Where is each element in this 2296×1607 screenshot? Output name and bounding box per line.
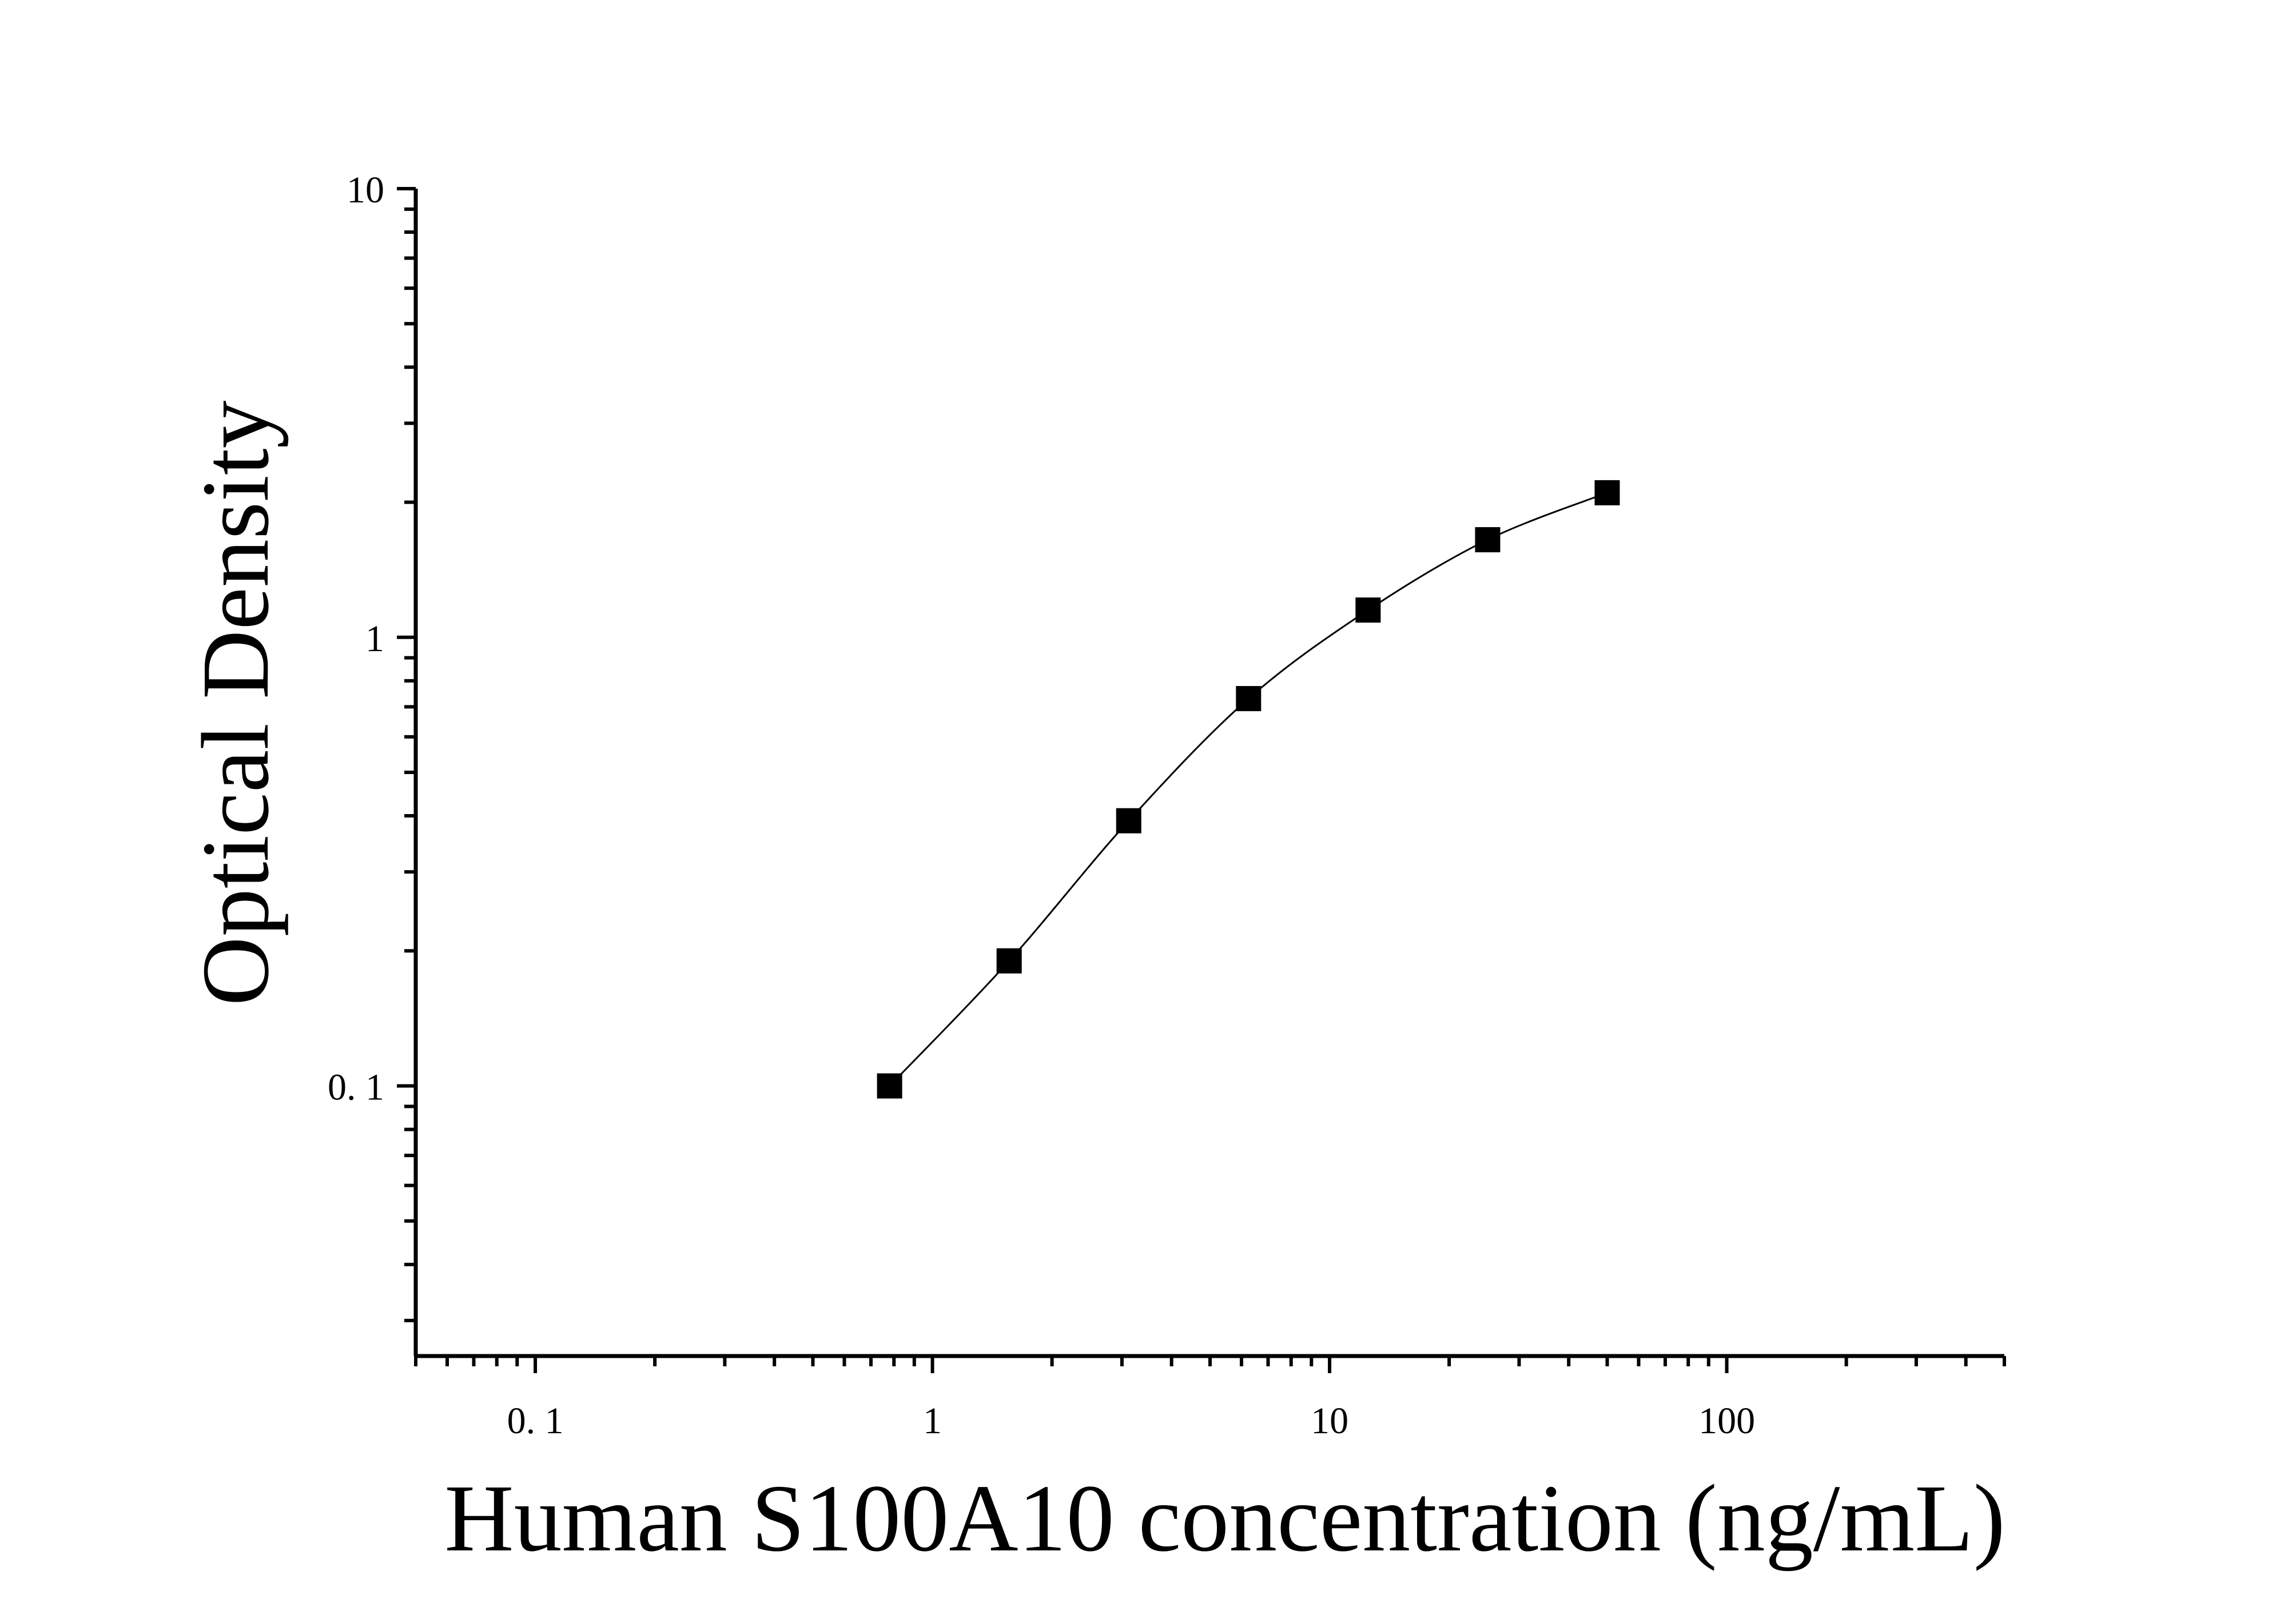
fit-curve-layer [878, 492, 1608, 1098]
data-point [996, 948, 1022, 974]
y-tick-label: 0. 1 [328, 1067, 384, 1108]
y-tick-label: 1 [365, 618, 384, 660]
x-tick-label: 10 [1311, 1400, 1348, 1442]
x-tick-label: 1 [923, 1400, 942, 1442]
data-point [1475, 527, 1501, 553]
y-tick-label: 10 [347, 169, 384, 211]
fit-curve [878, 492, 1608, 1098]
data-point [1236, 686, 1262, 712]
x-axis-title: Human S100A10 concentration (ng/mL) [444, 1465, 2005, 1572]
data-point [1116, 808, 1141, 834]
data-point [877, 1073, 902, 1099]
data-points [877, 480, 1620, 1099]
x-tick-label: 100 [1698, 1400, 1755, 1442]
data-point [1594, 480, 1620, 505]
x-tick-label: 0. 1 [507, 1400, 564, 1442]
data-point [1355, 597, 1381, 623]
axes: 0. 1 1 10 100 10 1 0. 1 [328, 169, 2006, 1442]
y-axis-title: Optical Density [182, 400, 289, 1006]
